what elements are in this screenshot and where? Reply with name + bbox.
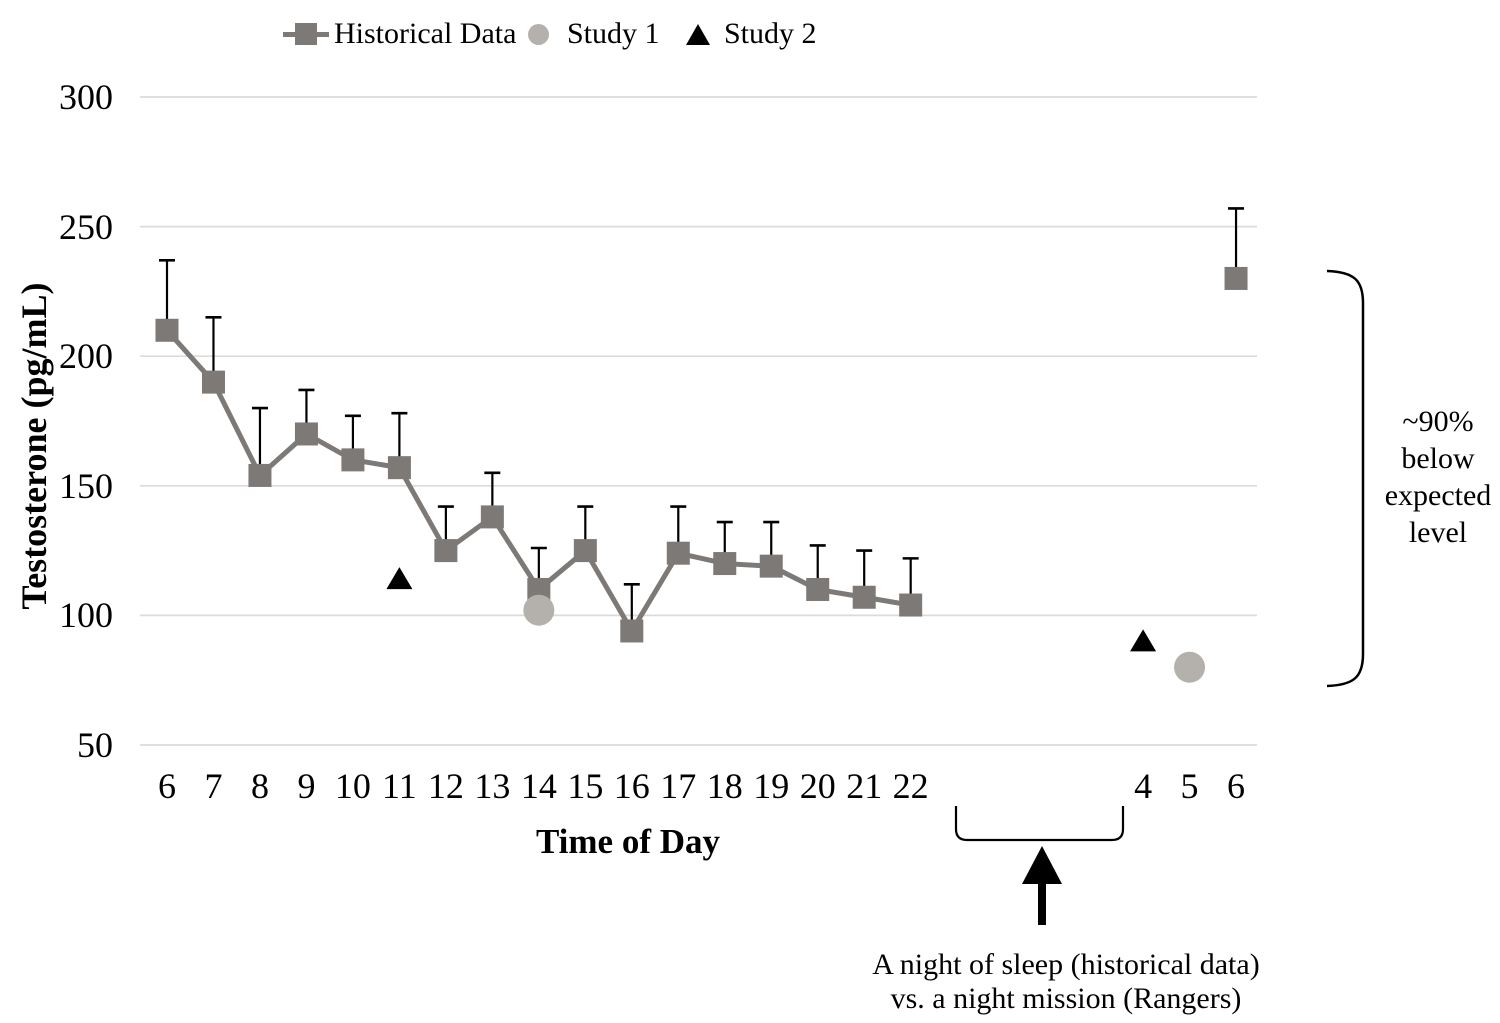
x-tick-label-17-slot11: 17 [660, 766, 697, 806]
historical-point-15 [573, 539, 597, 563]
x-tick-label-11-slot5: 11 [382, 766, 417, 806]
legend-label-historical-data: Historical Data [334, 17, 517, 50]
chart-legend: Historical Data Study 1 Study 2 [0, 12, 1500, 56]
bottom-bracket [954, 806, 1125, 842]
x-tick-label-18-slot12: 18 [706, 766, 743, 806]
y-tick-label-300: 300 [59, 77, 113, 117]
x-tick-label-4-slot21: 4 [1134, 766, 1153, 806]
historical-point-16 [620, 619, 644, 643]
historical-point-17 [666, 541, 690, 565]
historical-point-6 [155, 318, 179, 342]
right-annotation: ~90% below expected level [1372, 403, 1500, 551]
right-annotation-line-4: level [1408, 516, 1468, 549]
legend-item-study-1: Study 1 [528, 12, 660, 56]
study1-point-14 [523, 594, 555, 626]
bottom-annotation: A night of sleep (historical data) vs. a… [816, 948, 1316, 1016]
x-tick-label-13-slot7: 13 [474, 766, 511, 806]
study2-point-4 [1130, 629, 1157, 652]
legend-label-study-2: Study 2 [724, 17, 817, 50]
x-tick-label-15-slot9: 15 [567, 766, 604, 806]
historical-point-21 [852, 585, 876, 609]
x-tick-label-19-slot13: 19 [753, 766, 790, 806]
historical-point-9 [294, 422, 318, 446]
legend-square-icon [295, 23, 317, 45]
x-tick-label-8-slot2: 8 [250, 766, 269, 806]
y-tick-label-200: 200 [59, 336, 113, 377]
x-axis-title: Time of Day [535, 822, 721, 861]
x-tick-label-6-slot0: 6 [158, 766, 176, 806]
legend-square-line-marker-icon [283, 22, 329, 46]
historical-point-19 [759, 554, 783, 578]
historical-point-8 [248, 463, 272, 487]
x-tick-label-7-slot1: 7 [204, 766, 223, 806]
legend-label-study-1: Study 1 [567, 17, 660, 50]
x-tick-label-14-slot8: 14 [520, 766, 557, 806]
x-tick-label-20-slot14: 20 [799, 766, 836, 806]
right-annotation-line-1: ~90% [1402, 405, 1474, 438]
right-bracket [1326, 269, 1365, 688]
historical-point-12 [434, 539, 458, 563]
x-tick-label-6-slot23: 6 [1227, 766, 1246, 806]
x-tick-label-16-slot10: 16 [613, 766, 650, 806]
x-tick-label-10-slot4: 10 [334, 766, 371, 806]
historical-point-20 [806, 577, 830, 601]
bottom-annotation-line-1: A night of sleep (historical data) [872, 948, 1260, 981]
x-tick-label-22-slot16: 22 [892, 766, 929, 806]
historical-point-14 [527, 577, 551, 601]
legend-item-study-2: Study 2 [686, 12, 817, 56]
up-arrow-icon [1022, 846, 1062, 884]
historical-point-7 [201, 370, 225, 394]
x-tick-label-9-slot3: 9 [297, 766, 316, 806]
y-tick-label-50: 50 [77, 725, 113, 765]
historical-point-11 [387, 456, 411, 480]
right-annotation-line-2: below [1401, 442, 1475, 475]
x-tick-label-5-slot22: 5 [1180, 766, 1199, 806]
legend-item-historical-data: Historical Data [283, 12, 516, 56]
bottom-annotation-line-2: vs. a night mission (Rangers) [890, 982, 1242, 1015]
x-tick-label-21-slot15: 21 [846, 766, 883, 806]
legend-triangle-icon [686, 23, 710, 45]
x-tick-label-12-slot6: 12 [427, 766, 464, 806]
historical-point-6 [1224, 266, 1248, 290]
historical-point-22 [899, 593, 923, 617]
historical-point-10 [341, 448, 365, 472]
legend-circle-icon [528, 23, 549, 45]
historical-point-18 [713, 552, 737, 576]
study2-point-11 [386, 567, 413, 590]
study1-point-5 [1174, 651, 1206, 683]
y-tick-label-150: 150 [59, 465, 113, 506]
up-arrow-shaft [1038, 880, 1046, 925]
y-tick-label-250: 250 [59, 206, 113, 247]
y-tick-label-100: 100 [59, 595, 113, 636]
right-annotation-line-3: expected [1384, 479, 1492, 512]
historical-point-13 [480, 505, 504, 529]
